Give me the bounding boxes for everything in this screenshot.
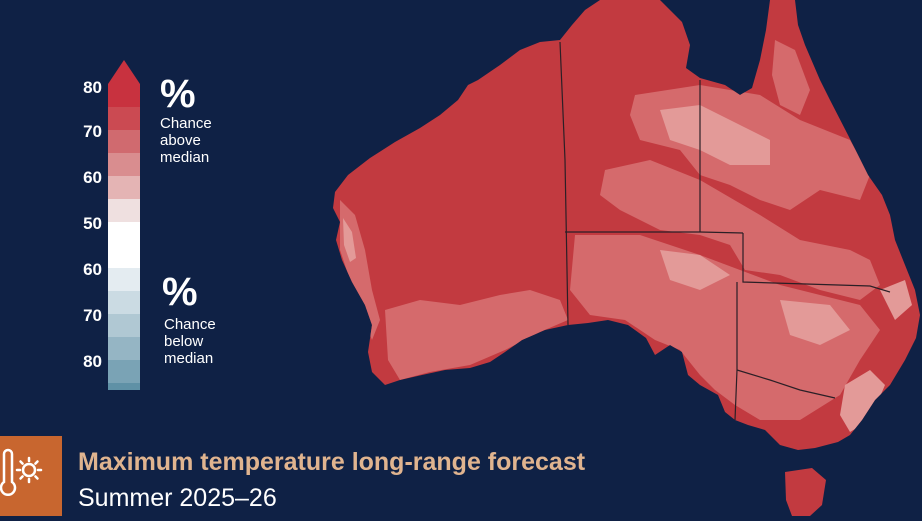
legend-swatch-below (108, 383, 140, 390)
legend-swatch-above (108, 176, 140, 200)
legend-tick-above-80: 80 (83, 78, 102, 97)
legend-tick-above-70: 70 (83, 122, 102, 141)
thermometer-sun-icon (0, 448, 43, 496)
legend-color-scale (108, 60, 140, 390)
legend-tick-50: 50 (83, 214, 102, 233)
legend-arrow-top (108, 60, 140, 84)
legend-tick-below-80: 80 (83, 352, 102, 371)
legend-tick-below-60: 60 (83, 260, 102, 279)
legend-swatch-below (108, 360, 140, 384)
legend-below-line-2: below (164, 333, 204, 350)
legend-swatch-below (108, 337, 140, 361)
legend-swatch-below (108, 268, 140, 292)
legend-above-description: Chance above median (160, 115, 212, 166)
legend-swatch-above (108, 130, 140, 154)
legend-below-line-3: median (164, 350, 214, 367)
map-subtitle: Summer 2025–26 (78, 484, 277, 512)
legend-below-symbol: % (162, 270, 198, 314)
legend-swatch-above (108, 153, 140, 177)
legend-above-line-3: median (160, 149, 210, 166)
legend-swatch-below (108, 314, 140, 338)
state-borders (559, 41, 891, 421)
legend-swatch-above (108, 199, 140, 223)
title-icon-box (0, 436, 62, 516)
legend-tick-below-70: 70 (83, 306, 102, 325)
probability-patches (340, 40, 912, 432)
legend-tick-above-60: 60 (83, 168, 102, 187)
legend-above-line-2: above (160, 132, 201, 149)
legend-below-line-1: Chance (164, 316, 216, 333)
legend-swatch-neutral (108, 222, 140, 269)
legend-above-line-1: Chance (160, 115, 212, 132)
legend-below-description: Chance below median (164, 316, 216, 367)
legend-above-symbol: % (160, 72, 196, 116)
tasmania (785, 468, 826, 516)
legend-swatch-above (108, 107, 140, 131)
legend-swatch-below (108, 291, 140, 315)
legend-swatch-above (108, 84, 140, 108)
map-title: Maximum temperature long-range forecast (78, 448, 586, 476)
